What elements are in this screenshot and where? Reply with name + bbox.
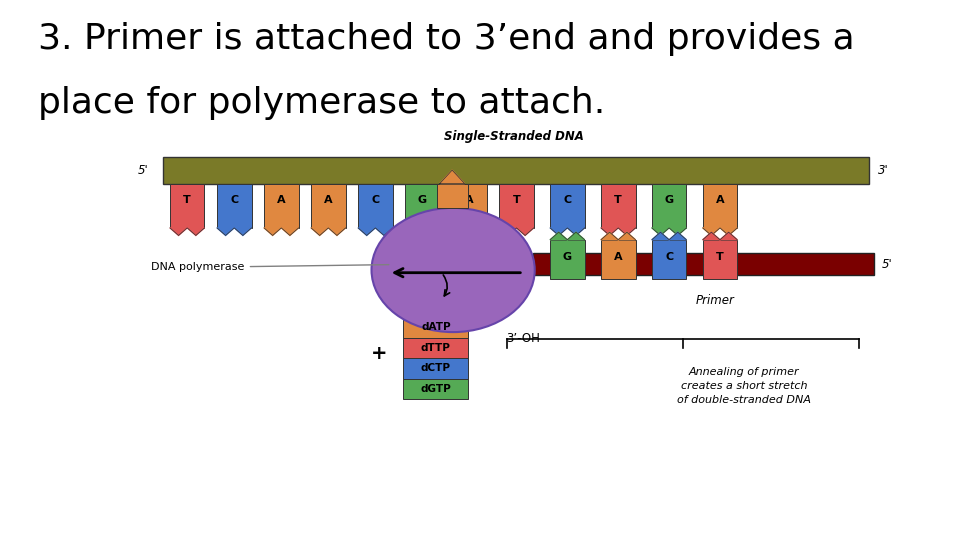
Polygon shape [652,232,686,240]
Text: A: A [324,195,332,205]
Polygon shape [601,232,636,240]
Polygon shape [452,228,487,235]
Text: G: G [664,195,674,205]
Bar [437,184,468,208]
Text: T: T [614,195,622,205]
Bar [358,184,393,228]
Text: Single-Stranded DNA: Single-Stranded DNA [444,130,584,143]
Text: Primer: Primer [696,294,734,307]
Text: 3. Primer is attached to 3’end and provides a: 3. Primer is attached to 3’end and provi… [38,22,855,56]
Text: 5': 5' [138,164,149,177]
Bar [652,184,686,228]
Text: C: C [665,252,673,262]
Bar [217,184,252,228]
Text: C: C [230,195,238,205]
Text: dATP: dATP [421,322,450,332]
Text: A: A [466,195,473,205]
Bar [703,240,737,279]
Ellipse shape [372,208,535,332]
Text: A: A [277,195,285,205]
Bar [403,317,468,338]
Bar [703,184,737,228]
Polygon shape [217,228,252,235]
Text: C: C [372,195,379,205]
Text: A: A [614,252,622,262]
Text: place for polymerase to attach.: place for polymerase to attach. [38,86,606,120]
Bar [403,379,468,399]
Text: T: T [716,252,724,262]
Text: C: C [564,195,571,205]
Bar [311,184,346,228]
Text: T: T [513,195,520,205]
Polygon shape [499,228,534,235]
Bar [601,184,636,228]
Bar [601,240,636,279]
Bar [652,240,686,279]
Text: dCTP: dCTP [420,363,451,373]
Polygon shape [311,228,346,235]
Polygon shape [703,228,737,235]
Bar [163,157,869,184]
Polygon shape [550,228,585,235]
Bar [403,338,468,358]
Text: 3’-OH: 3’-OH [506,332,540,345]
Polygon shape [652,228,686,235]
Bar [403,358,468,379]
Text: dTTP: dTTP [420,343,451,353]
Bar [499,184,534,228]
Bar [550,184,585,228]
Text: G: G [563,252,572,262]
Polygon shape [440,170,465,184]
Bar [170,184,204,228]
Text: DNA polymerase: DNA polymerase [152,262,389,272]
Bar [405,184,440,228]
Text: G: G [418,195,427,205]
Bar [533,253,874,275]
Polygon shape [170,228,204,235]
Text: 3': 3' [878,164,889,177]
Text: +: + [371,344,388,363]
Text: A: A [716,195,724,205]
Polygon shape [550,232,585,240]
Polygon shape [703,232,737,240]
Polygon shape [601,228,636,235]
Polygon shape [264,228,299,235]
Text: Annealing of primer
creates a short stretch
of double-stranded DNA: Annealing of primer creates a short stre… [677,367,811,405]
Text: 5': 5' [881,258,892,271]
Text: dGTP: dGTP [420,384,451,394]
Bar [264,184,299,228]
Polygon shape [405,228,440,235]
Bar [550,240,585,279]
Bar [452,184,487,228]
Polygon shape [358,228,393,235]
Text: T: T [183,195,191,205]
